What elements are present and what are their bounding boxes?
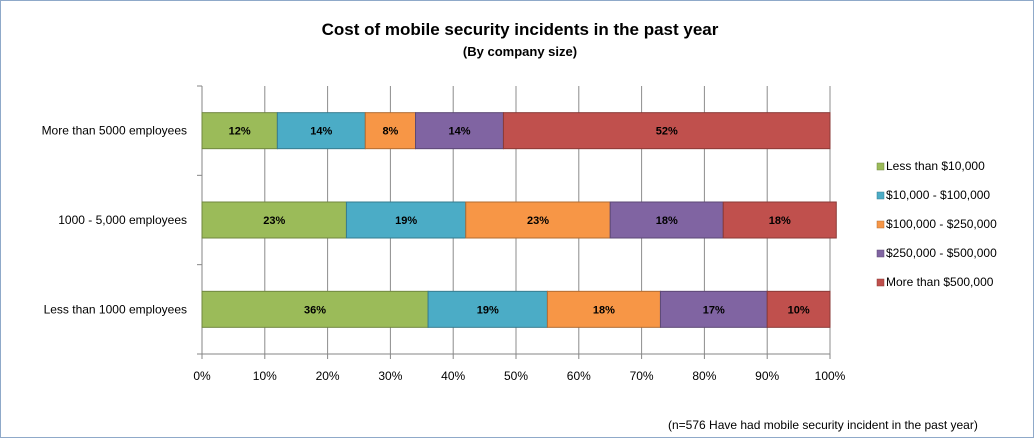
x-tick-label: 70% (630, 369, 654, 383)
footnote: (n=576 Have had mobile security incident… (668, 418, 978, 432)
x-tick-label: 40% (441, 369, 465, 383)
x-tick-label: 60% (567, 369, 591, 383)
data-label: 23% (527, 215, 549, 227)
bar-segment (201, 290, 429, 328)
data-label: 36% (304, 304, 326, 316)
data-label: 23% (263, 215, 285, 227)
data-label: 12% (229, 126, 251, 138)
bar-segment (546, 290, 661, 328)
x-tick-label: 30% (378, 369, 402, 383)
bar-segment (276, 112, 366, 150)
bar-segment (609, 201, 724, 239)
category-label: More than 5000 employees (42, 124, 187, 138)
data-label: 8% (382, 126, 398, 138)
chart-subtitle: (By company size) (462, 44, 578, 59)
bar-segment (201, 112, 278, 150)
data-label: 14% (310, 126, 332, 138)
x-tick-label: 20% (316, 369, 340, 383)
x-tick-label: 80% (692, 369, 716, 383)
x-tick-label: 50% (504, 369, 528, 383)
bar-segment (201, 201, 347, 239)
data-label: 52% (656, 126, 678, 138)
legend-label: $100,000 - $250,000 (886, 217, 997, 231)
data-label: 17% (703, 304, 725, 316)
category-label: Less than 1000 employees (44, 302, 187, 316)
bar-segment (722, 201, 837, 239)
data-label: 14% (448, 126, 470, 138)
data-label: 10% (788, 304, 810, 316)
x-tick-label: 90% (755, 369, 779, 383)
legend-swatch (876, 220, 885, 229)
x-tick-label: 10% (253, 369, 277, 383)
legend-swatch (876, 191, 885, 200)
legend-label: Less than $10,000 (886, 159, 985, 173)
x-tick-label: 0% (193, 369, 211, 383)
chart-title: Cost of mobile security incidents in the… (321, 20, 719, 39)
bar-segment (659, 290, 768, 328)
data-label: 18% (593, 304, 615, 316)
data-label: 18% (769, 215, 791, 227)
data-label: 18% (656, 215, 678, 227)
legend-label: $250,000 - $500,000 (886, 246, 997, 260)
legend-label: More than $500,000 (886, 275, 994, 289)
bar-segment (502, 112, 831, 150)
legend-swatch (876, 278, 885, 287)
data-label: 19% (395, 215, 417, 227)
bar-segment (465, 201, 611, 239)
legend-swatch (876, 162, 885, 171)
category-label: 1000 - 5,000 employees (58, 213, 187, 227)
bar-segment (427, 290, 548, 328)
bar-segment (415, 112, 504, 150)
legend-label: $10,000 - $100,000 (886, 188, 990, 202)
data-label: 19% (477, 304, 499, 316)
x-tick-label: 100% (815, 369, 846, 383)
bar-segment (766, 290, 831, 328)
legend-swatch (876, 249, 885, 258)
